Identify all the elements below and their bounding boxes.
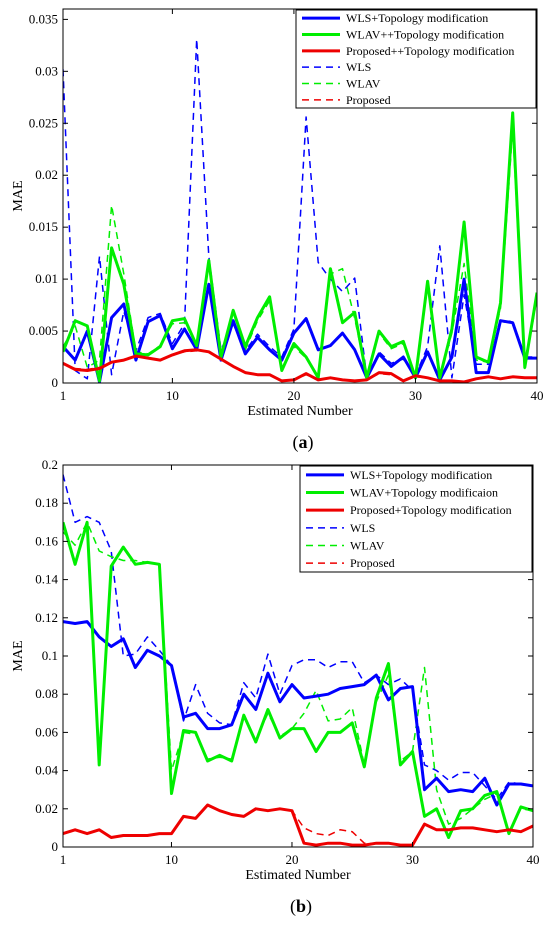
chart-b: 1 10 20 30 40 0 0.02 0.04 0.06 0.08 0.1 0.12 0.14 0.1…: [11, 457, 540, 917]
legend-label: Proposed: [350, 556, 395, 570]
y-tick-label: 0.16: [35, 533, 58, 548]
y-tick-label: 0.14: [35, 572, 58, 587]
series-line-wlav-topology-modification: [63, 111, 537, 383]
axes-box: [62, 8, 538, 384]
y-tick-label: 0: [52, 839, 59, 854]
legend: WLS+Topology modification WLAV++Topology …: [295, 9, 537, 109]
y-tick-label: 0.025: [29, 115, 58, 130]
y-tick-label: 0.02: [35, 801, 58, 816]
x-tick-label: 30: [406, 852, 419, 867]
y-tick-label: 0.035: [29, 11, 58, 26]
panel-label: (b): [290, 896, 312, 917]
x-tick-label: 30: [409, 388, 422, 403]
series-line-wls-topology-modification: [63, 277, 537, 383]
x-axis-label: Estimated Number: [247, 404, 353, 419]
x-tick-label: 20: [285, 852, 298, 867]
y-tick-label: 0.1: [42, 648, 58, 663]
y-tick-label: 0.01: [35, 271, 58, 286]
x-tick-label: 20: [287, 388, 300, 403]
y-tick-label: 0.015: [29, 219, 58, 234]
legend: WLS+Topology modification WLAV+Topology m…: [299, 465, 533, 573]
series-line-wls: [63, 474, 533, 801]
series-line-wls: [63, 38, 537, 380]
panel-label: (a): [293, 432, 314, 453]
y-tick-label: 0.18: [35, 495, 58, 510]
x-tick-label: 40: [531, 388, 544, 403]
legend-label: Proposed: [346, 93, 391, 107]
series-line-wlav-topology-modificaion: [63, 520, 533, 839]
legend-label: WLAV+Topology modificaion: [350, 486, 498, 500]
y-tick-label: 0.04: [35, 763, 58, 778]
series-line-proposed-topology-modification: [63, 803, 533, 847]
legend-label: Proposed++Topology modification: [346, 44, 514, 58]
legend-label: WLS+Topology modification: [350, 468, 492, 482]
legend-label: Proposed+Topology modification: [350, 503, 512, 517]
y-tick-label: 0.02: [35, 167, 58, 182]
legend-label: WLAV: [350, 539, 385, 553]
legend-box: [299, 465, 533, 573]
x-axis-label: Estimated Number: [245, 868, 351, 883]
series-line-proposed-topology-modification: [63, 348, 537, 383]
y-tick-label: 0: [52, 375, 59, 390]
y-axis-label: MAE: [11, 640, 26, 671]
legend-label: WLS: [350, 521, 375, 535]
legend-label: WLS: [346, 60, 371, 74]
x-tick-label: 10: [166, 388, 179, 403]
y-tick-label: 0.005: [29, 323, 58, 338]
y-tick-label: 0.08: [35, 686, 58, 701]
legend-label: WLAV: [346, 77, 381, 91]
legend-label: WLAV++Topology modification: [346, 28, 504, 42]
y-tick-label: 0.2: [42, 457, 58, 472]
x-tick-label: 40: [527, 852, 540, 867]
legend-label: WLS+Topology modification: [346, 11, 488, 25]
x-tick-label: 1: [60, 852, 67, 867]
chart-a: 1 10 20 30 40 0 0.005 0.01 0.015 0.02 0.025 0.03 0.0…: [11, 8, 544, 453]
y-tick-label: 0.06: [35, 724, 58, 739]
series-line-wls-topology-modification: [63, 620, 533, 807]
y-tick-label: 0.03: [35, 63, 58, 78]
x-tick-label: 1: [60, 388, 67, 403]
series-group: [63, 38, 537, 383]
series-group: [63, 474, 533, 847]
x-tick-label: 10: [165, 852, 178, 867]
legend-box: [295, 9, 537, 109]
y-axis-label: MAE: [11, 180, 26, 211]
y-tick-label: 0.12: [35, 610, 58, 625]
